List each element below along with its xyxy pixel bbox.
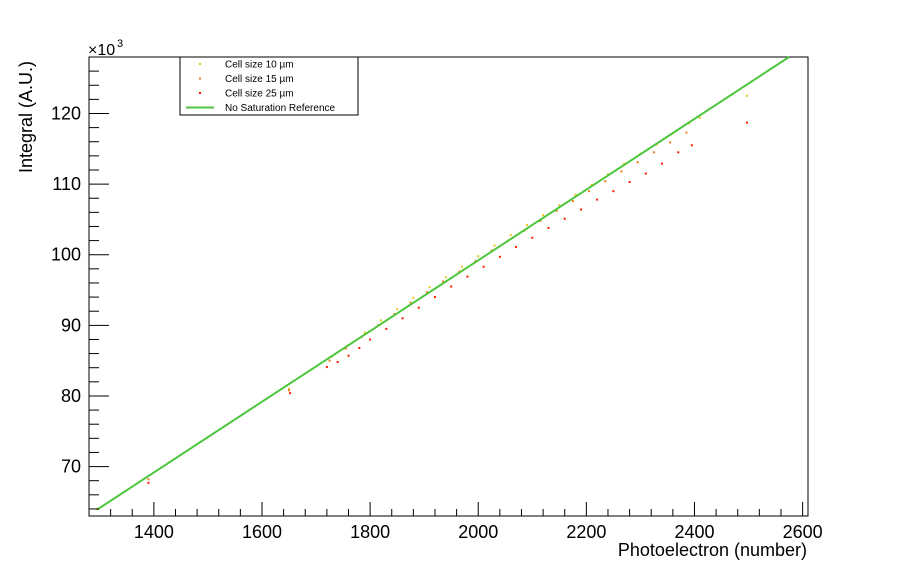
data-point-series-3 xyxy=(450,285,453,288)
data-point-series-1 xyxy=(396,308,399,311)
data-point-series-3 xyxy=(325,366,328,369)
data-point-series-1 xyxy=(379,319,382,322)
x-tick-label: 2400 xyxy=(674,522,714,542)
data-point-series-3 xyxy=(482,265,485,268)
y-multiplier-label: ×10 xyxy=(88,42,115,59)
legend: Cell size 10 µm Cell size 15 µm Cell size … xyxy=(179,56,359,116)
y-axis-title: Integral (A.U.) xyxy=(16,61,36,173)
legend-entry-label: Cell size 10 µm xyxy=(225,60,294,71)
data-point-series-3 xyxy=(433,296,436,299)
data-point-series-2 xyxy=(652,151,655,154)
data-point-series-3 xyxy=(417,306,420,309)
data-point-series-1 xyxy=(461,265,464,268)
y-tick-label: 110 xyxy=(52,174,81,194)
x-tick-label: 2000 xyxy=(458,522,498,542)
x-axis-title: Photoelectron (number) xyxy=(618,540,807,560)
data-point-series-2 xyxy=(571,200,574,203)
data-point-series-1 xyxy=(574,193,577,196)
data-point-series-2 xyxy=(555,209,558,212)
data-point-series-2 xyxy=(409,301,412,304)
y-tick-label: 70 xyxy=(61,457,81,477)
data-layer xyxy=(96,56,790,511)
data-point-series-3 xyxy=(531,236,534,239)
data-point-series-1 xyxy=(542,214,545,217)
x-tick-label: 1800 xyxy=(350,522,390,542)
legend-swatch-marker xyxy=(199,77,201,80)
legend-swatch-marker xyxy=(199,63,201,65)
data-point-series-3 xyxy=(401,317,404,320)
data-point-series-1 xyxy=(509,233,512,236)
data-point-series-1 xyxy=(525,224,528,227)
y-tick-label: 120 xyxy=(51,103,81,123)
data-point-series-2 xyxy=(147,478,150,481)
data-point-series-1 xyxy=(606,173,609,176)
data-point-series-3 xyxy=(690,144,693,147)
legend-swatch-marker xyxy=(199,92,201,94)
data-point-series-3 xyxy=(289,392,292,395)
data-point-series-1 xyxy=(444,276,447,279)
legend-entry-label: No Saturation Reference xyxy=(225,103,336,114)
plot-border xyxy=(88,56,809,517)
data-point-series-2 xyxy=(604,180,607,183)
x-tick-label: 1400 xyxy=(134,522,174,542)
data-point-series-3 xyxy=(498,255,501,258)
series-line-reference xyxy=(96,56,790,511)
data-point-series-1 xyxy=(288,387,291,390)
data-point-series-3 xyxy=(661,162,664,165)
x-tick-label: 1600 xyxy=(242,522,282,542)
data-point-series-3 xyxy=(644,172,647,175)
data-point-series-3 xyxy=(563,217,566,220)
data-point-series-3 xyxy=(347,354,350,357)
data-point-series-1 xyxy=(745,94,748,97)
data-point-series-2 xyxy=(636,161,639,164)
data-point-series-2 xyxy=(620,170,623,173)
data-point-series-3 xyxy=(628,180,631,183)
data-point-series-2 xyxy=(685,131,688,134)
data-point-series-3 xyxy=(358,346,361,349)
data-point-series-2 xyxy=(442,280,445,283)
y-tick-label: 100 xyxy=(51,245,81,265)
plot-frame xyxy=(88,56,809,517)
data-point-series-3 xyxy=(596,198,599,201)
data-point-series-1 xyxy=(428,286,431,289)
data-point-series-3 xyxy=(745,121,748,124)
legend-box xyxy=(179,56,359,116)
legend-entry-label: Cell size 25 µm xyxy=(225,89,294,100)
data-point-series-3 xyxy=(677,151,680,154)
data-point-series-1 xyxy=(493,244,496,247)
data-point-series-1 xyxy=(698,116,701,119)
data-point-series-3 xyxy=(336,361,339,364)
data-point-series-2 xyxy=(344,347,347,350)
data-point-series-2 xyxy=(669,141,672,144)
data-point-series-2 xyxy=(588,190,591,193)
data-point-series-3 xyxy=(579,208,582,211)
data-point-series-1 xyxy=(558,204,561,207)
data-point-series-3 xyxy=(547,226,550,229)
data-point-series-3 xyxy=(515,245,518,248)
data-point-series-1 xyxy=(623,162,626,165)
x-tick-label: 2200 xyxy=(566,522,606,542)
y-multiplier-exponent: 3 xyxy=(117,38,123,50)
data-point-series-3 xyxy=(369,338,372,341)
y-tick-label: 80 xyxy=(61,386,81,406)
legend-entry-label: Cell size 15 µm xyxy=(225,74,294,85)
data-point-series-2 xyxy=(288,389,291,392)
data-point-series-3 xyxy=(385,327,388,330)
data-point-series-3 xyxy=(612,190,615,193)
data-point-series-1 xyxy=(477,255,480,258)
data-point-series-1 xyxy=(412,296,415,299)
data-point-series-3 xyxy=(466,275,469,278)
axes-layer: 1400 1600 1800 2000 2200 2400 2600 70 80 90 100 110… xyxy=(51,56,823,542)
data-point-series-2 xyxy=(425,291,428,294)
data-point-series-3 xyxy=(147,481,150,484)
data-point-series-1 xyxy=(590,183,593,186)
x-tick-label: 2600 xyxy=(783,522,823,542)
y-tick-label: 90 xyxy=(61,315,81,335)
data-point-series-1 xyxy=(363,331,366,334)
data-point-series-2 xyxy=(328,359,331,362)
